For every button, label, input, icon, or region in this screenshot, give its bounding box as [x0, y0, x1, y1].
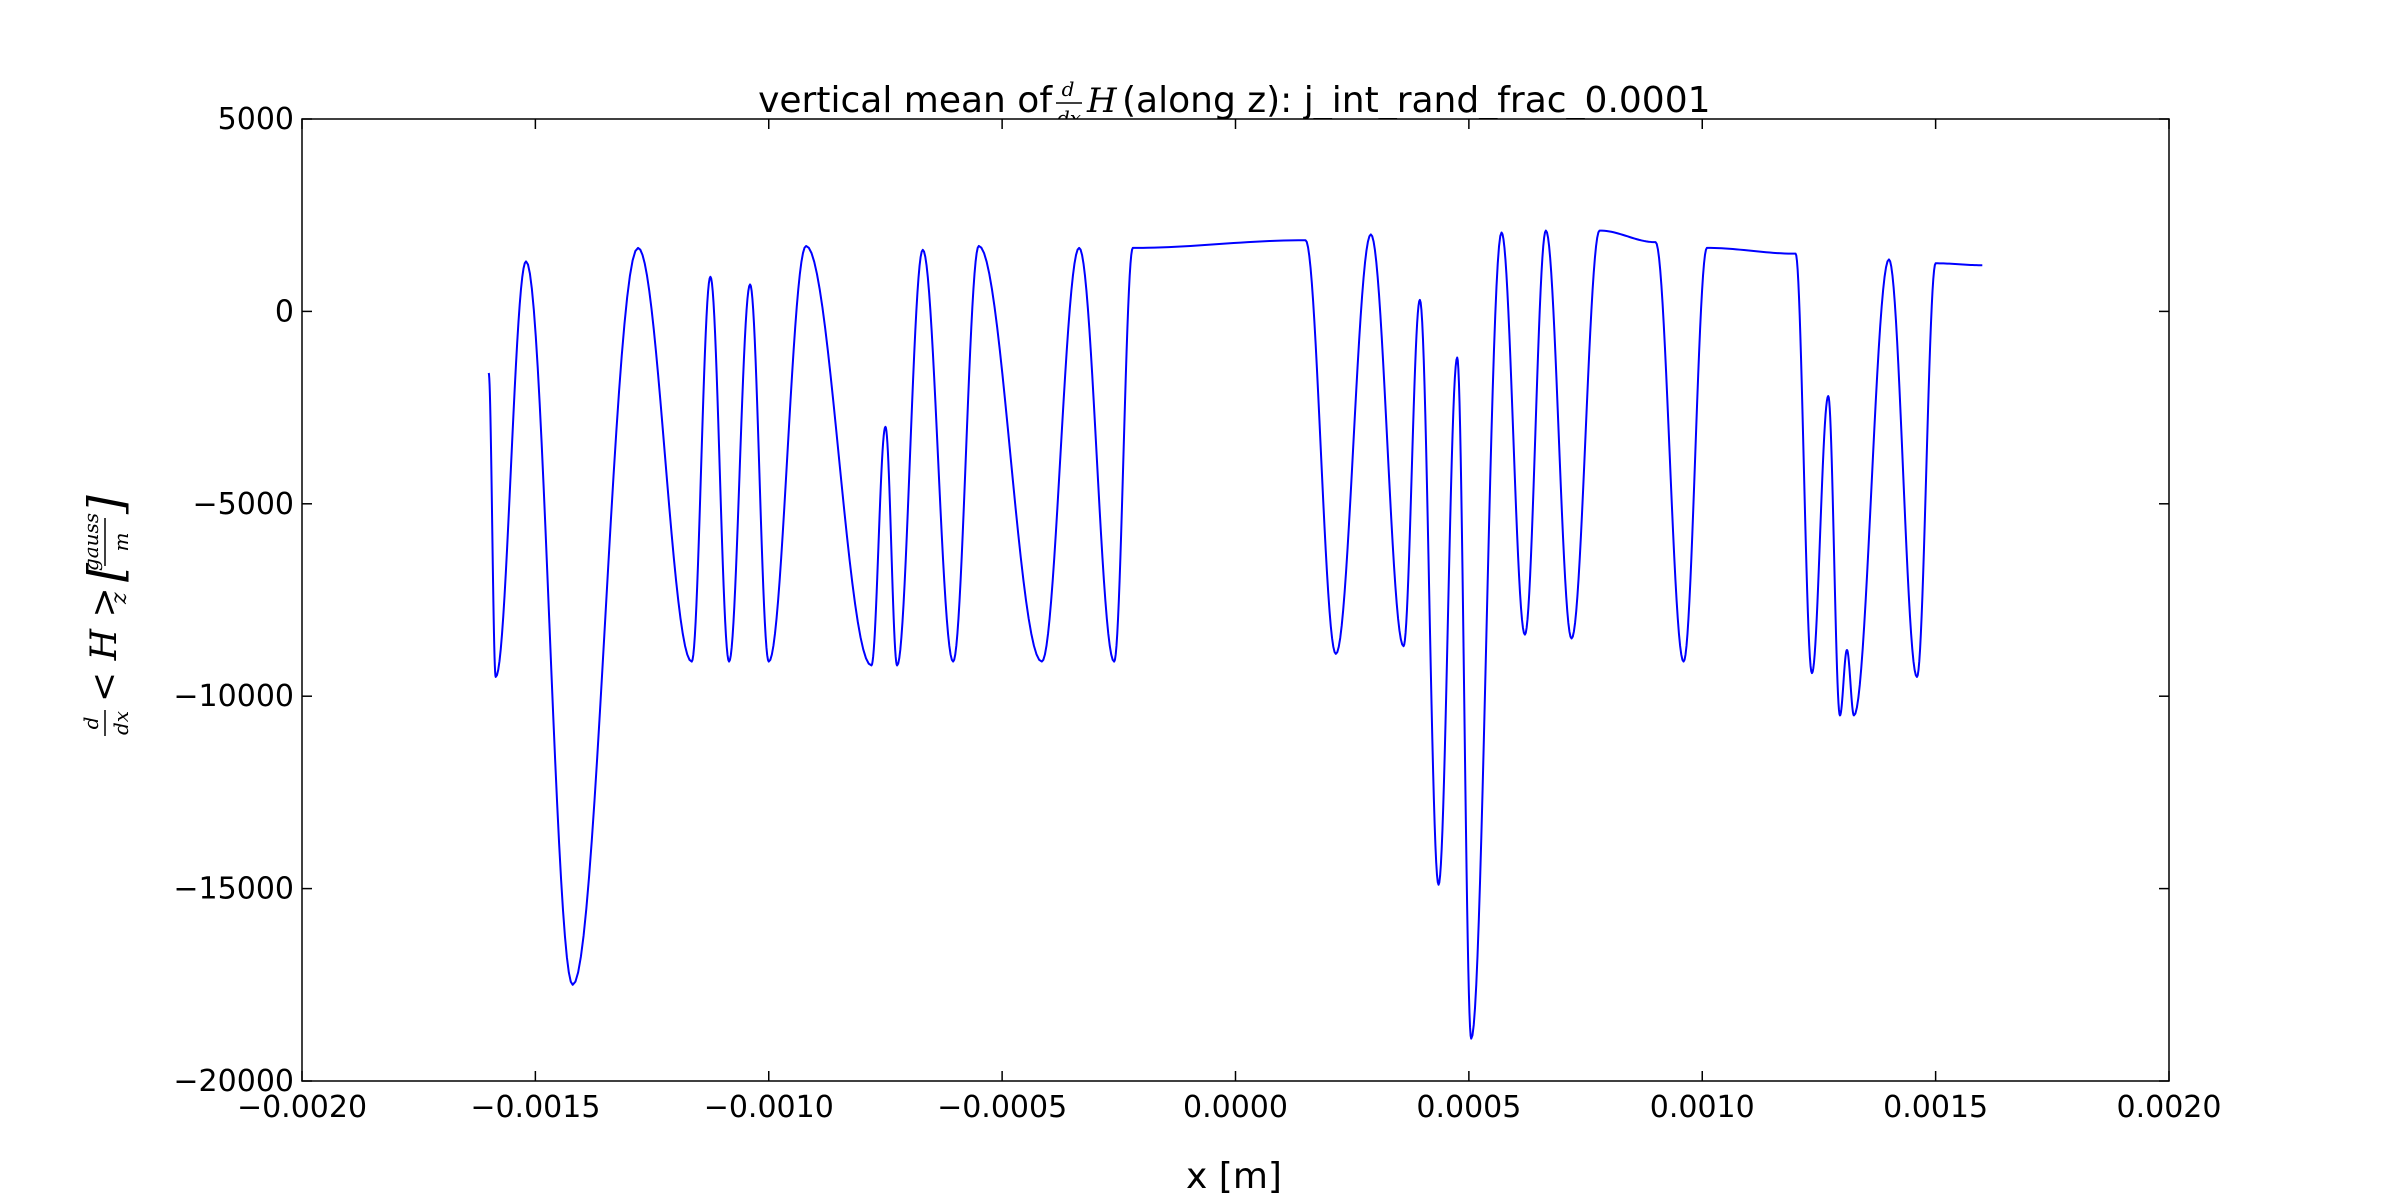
ylabel-unit-num: gauss — [79, 513, 103, 571]
x-tick-label: 0.0010 — [1650, 1090, 1755, 1125]
y-tick-label: −5000 — [193, 487, 294, 522]
y-tick-label: −10000 — [173, 679, 294, 714]
ylabel-den: dx — [109, 711, 133, 735]
x-tick-label: 0.0015 — [1883, 1090, 1988, 1125]
title-math-var: H — [1086, 81, 1118, 121]
y-tick-label: 0 — [275, 294, 294, 329]
x-tick-label: 0.0020 — [2117, 1090, 2222, 1125]
ylabel-expr: < H > — [84, 587, 125, 702]
title-math-num: d — [1062, 77, 1075, 101]
ylabel-sub: z — [107, 592, 132, 605]
title-prefix: vertical mean of — [758, 80, 1053, 121]
series-line — [487, 229, 1983, 1040]
y-tick-label: −20000 — [173, 1064, 294, 1099]
x-tick-label: 0.0000 — [1183, 1090, 1288, 1125]
chart-title: vertical mean of d dx H (along z): j_int… — [758, 77, 1710, 130]
plot-area — [301, 118, 2170, 1082]
ylabel-bracket-open: [ — [78, 562, 134, 582]
x-axis-ticks: −0.0020 −0.0015 −0.0010 −0.0005 0.0000 0.0005… — [237, 119, 2222, 1125]
x-tick-label: −0.0005 — [937, 1090, 1067, 1125]
y-tick-label: −15000 — [173, 872, 294, 907]
x-tick-label: 0.0005 — [1416, 1090, 1521, 1125]
x-axis-label: x [m] — [1186, 1156, 1282, 1197]
y-tick-label: 5000 — [218, 102, 294, 137]
y-axis-label: d dx < H > z [ gauss m ] — [78, 495, 134, 736]
ylabel-bracket-close: ] — [78, 495, 134, 515]
title-suffix: (along z): j_int_rand_frac_0.0001 — [1122, 80, 1711, 121]
ylabel-num: d — [79, 717, 103, 730]
x-tick-label: −0.0020 — [237, 1090, 367, 1125]
x-tick-label: −0.0010 — [704, 1090, 834, 1125]
y-axis-ticks: 5000 0 −5000 −10000 −15000 −20000 — [173, 102, 2169, 1099]
ylabel-unit-den: m — [109, 533, 133, 552]
x-tick-label: −0.0015 — [470, 1090, 600, 1125]
